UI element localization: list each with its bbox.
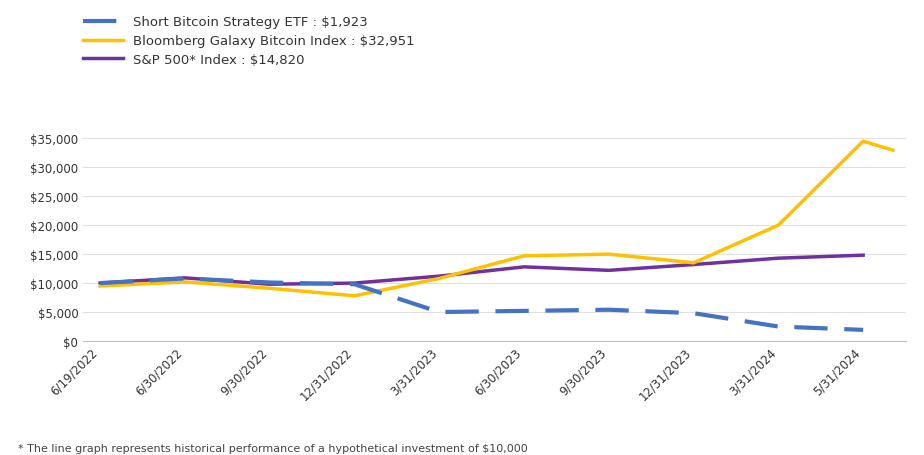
Text: * The line graph represents historical performance of a hypothetical investment : * The line graph represents historical p…: [18, 443, 529, 453]
Legend: Short Bitcoin Strategy ETF : $1,923, Bloomberg Galaxy Bitcoin Index : $32,951, S: Short Bitcoin Strategy ETF : $1,923, Blo…: [83, 16, 415, 67]
